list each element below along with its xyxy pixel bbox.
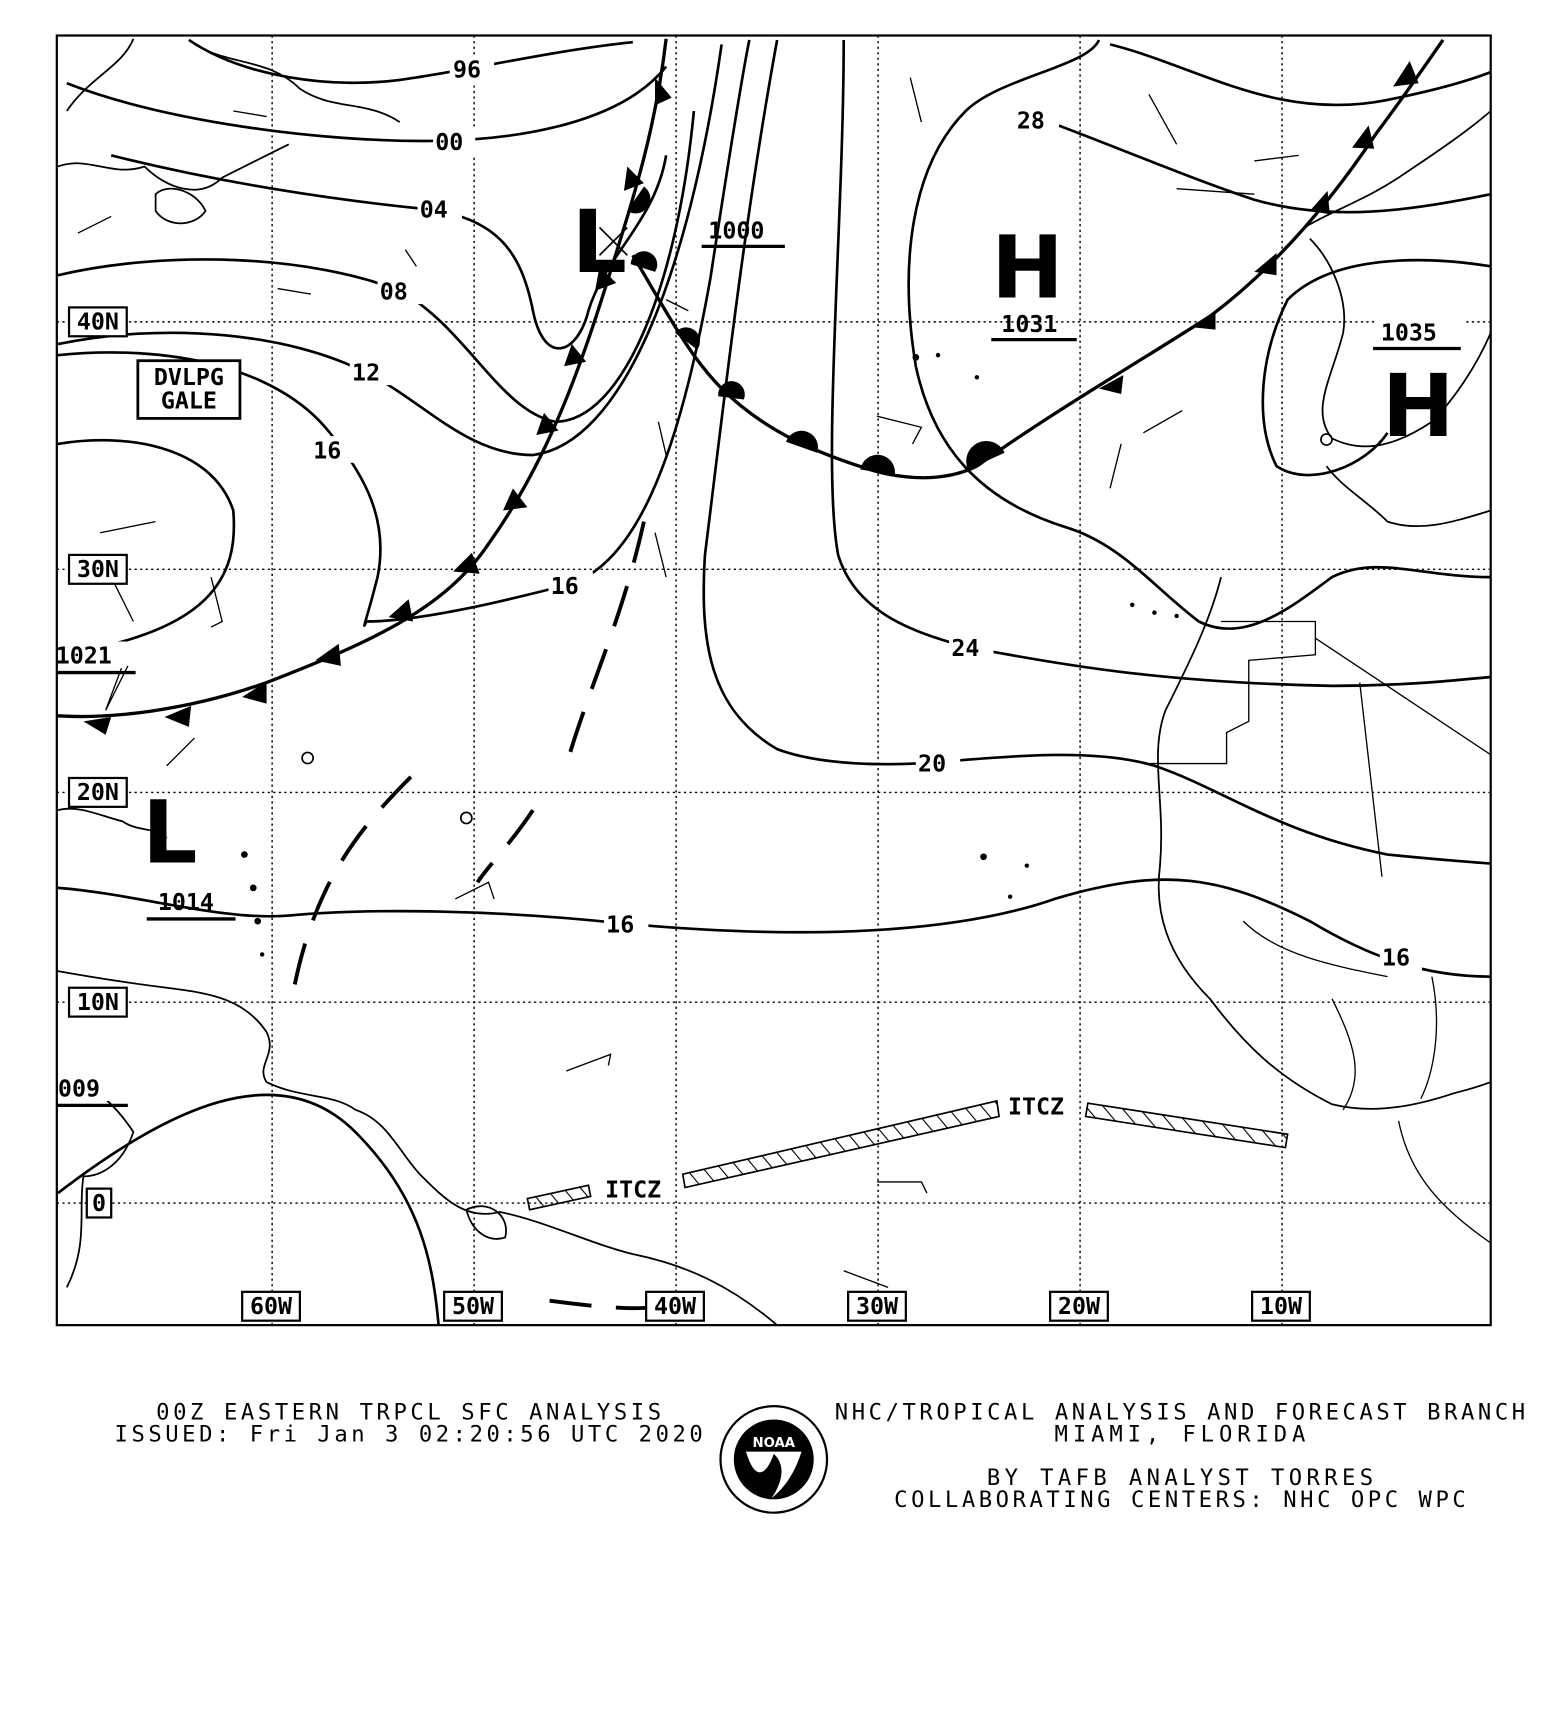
itcz bbox=[526, 1099, 1289, 1211]
isobars bbox=[57, 38, 1491, 1326]
svg-text:60W: 60W bbox=[250, 1293, 293, 1320]
svg-text:16: 16 bbox=[551, 573, 579, 600]
high-center: H bbox=[1382, 357, 1454, 457]
low-pressure-value: 009 bbox=[58, 1076, 100, 1103]
svg-text:10W: 10W bbox=[1260, 1293, 1303, 1320]
trough bbox=[564, 521, 646, 767]
map-area: 96 00 04 08 12 16 16 16 16 20 24 28 1000… bbox=[56, 35, 1491, 1326]
svg-text:10N: 10N bbox=[77, 989, 119, 1016]
analyst: BY TAFB ANALYST TORRES bbox=[987, 1465, 1373, 1491]
station-circle bbox=[301, 751, 315, 765]
high-pressure-value: 1035 bbox=[1381, 320, 1437, 347]
cold-front-west bbox=[57, 38, 668, 719]
warm-front-semicircles bbox=[627, 186, 1005, 476]
warm-front bbox=[631, 254, 978, 480]
wind-barbs bbox=[77, 77, 1299, 1289]
high-pressure-value: 1031 bbox=[1001, 311, 1057, 338]
low-center: L bbox=[572, 193, 627, 293]
isobar-labels: 96 00 04 08 12 16 16 16 16 20 24 28 1000 bbox=[310, 55, 1422, 972]
cold-front-east-triangles bbox=[1098, 61, 1419, 394]
svg-text:GALE: GALE bbox=[161, 387, 217, 414]
issued-time: ISSUED: Fri Jan 3 02:20:56 UTC 2020 bbox=[115, 1422, 703, 1448]
coastlines bbox=[57, 38, 1491, 1326]
svg-text:30N: 30N bbox=[77, 556, 119, 583]
longitude-labels: 60W 50W 40W 30W 20W 10W bbox=[241, 1290, 1311, 1322]
high-center: H bbox=[991, 218, 1063, 318]
svg-text:40W: 40W bbox=[654, 1293, 697, 1320]
svg-text:00: 00 bbox=[435, 129, 463, 156]
itcz-label: ITCZ bbox=[1008, 1093, 1064, 1120]
trough bbox=[475, 809, 535, 884]
low-center: L bbox=[142, 783, 197, 883]
svg-text:20N: 20N bbox=[77, 779, 119, 806]
svg-text:96: 96 bbox=[453, 57, 481, 84]
latitude-labels: 40N 30N 20N 10N 0 bbox=[67, 306, 128, 1219]
itcz-label: ITCZ bbox=[605, 1177, 661, 1204]
svg-text:16: 16 bbox=[606, 911, 634, 938]
cold-front-triangles bbox=[83, 77, 672, 735]
collaborating-centers: COLLABORATING CENTERS: NHC OPC WPC bbox=[894, 1487, 1466, 1513]
svg-text:24: 24 bbox=[951, 635, 979, 662]
svg-text:DVLPG: DVLPG bbox=[154, 364, 224, 391]
branch-name: NHC/TROPICAL ANALYSIS AND FORECAST BRANC… bbox=[835, 1399, 1525, 1425]
svg-text:1000: 1000 bbox=[708, 218, 764, 245]
trough bbox=[549, 1298, 650, 1311]
svg-text:12: 12 bbox=[352, 360, 380, 387]
svg-text:20: 20 bbox=[918, 750, 946, 777]
svg-text:28: 28 bbox=[1017, 108, 1045, 135]
noaa-logo: NOAA bbox=[719, 1405, 829, 1514]
svg-text:20W: 20W bbox=[1058, 1293, 1101, 1320]
svg-text:50W: 50W bbox=[452, 1293, 495, 1320]
map-border bbox=[55, 34, 1492, 1327]
station-circle bbox=[1320, 433, 1333, 446]
svg-text:0: 0 bbox=[92, 1190, 106, 1217]
footer: 00Z EASTERN TRPCL SFC ANALYSIS ISSUED: F… bbox=[115, 1399, 1525, 1514]
svg-text:30W: 30W bbox=[856, 1293, 899, 1320]
branch-location: MIAMI, FLORIDA bbox=[1055, 1422, 1306, 1448]
fronts bbox=[57, 38, 1445, 1311]
station-circle bbox=[459, 811, 473, 825]
svg-text:08: 08 bbox=[380, 279, 408, 306]
svg-text:NOAA: NOAA bbox=[752, 1436, 795, 1451]
low-center-marker bbox=[598, 226, 628, 256]
low-pressure-value: 1014 bbox=[158, 889, 214, 916]
high-pressure-value: 1021 bbox=[56, 643, 112, 670]
svg-text:40N: 40N bbox=[77, 309, 119, 336]
svg-text:16: 16 bbox=[313, 437, 341, 464]
svg-text:16: 16 bbox=[1382, 945, 1410, 972]
svg-text:04: 04 bbox=[420, 197, 448, 224]
gale-warning-box: DVLPG GALE bbox=[136, 359, 242, 420]
graticule bbox=[56, 35, 1491, 1326]
pressure-centers: L H 1031 1035 H L 1014 1021 009 bbox=[56, 193, 1463, 1108]
trough bbox=[289, 775, 413, 1005]
